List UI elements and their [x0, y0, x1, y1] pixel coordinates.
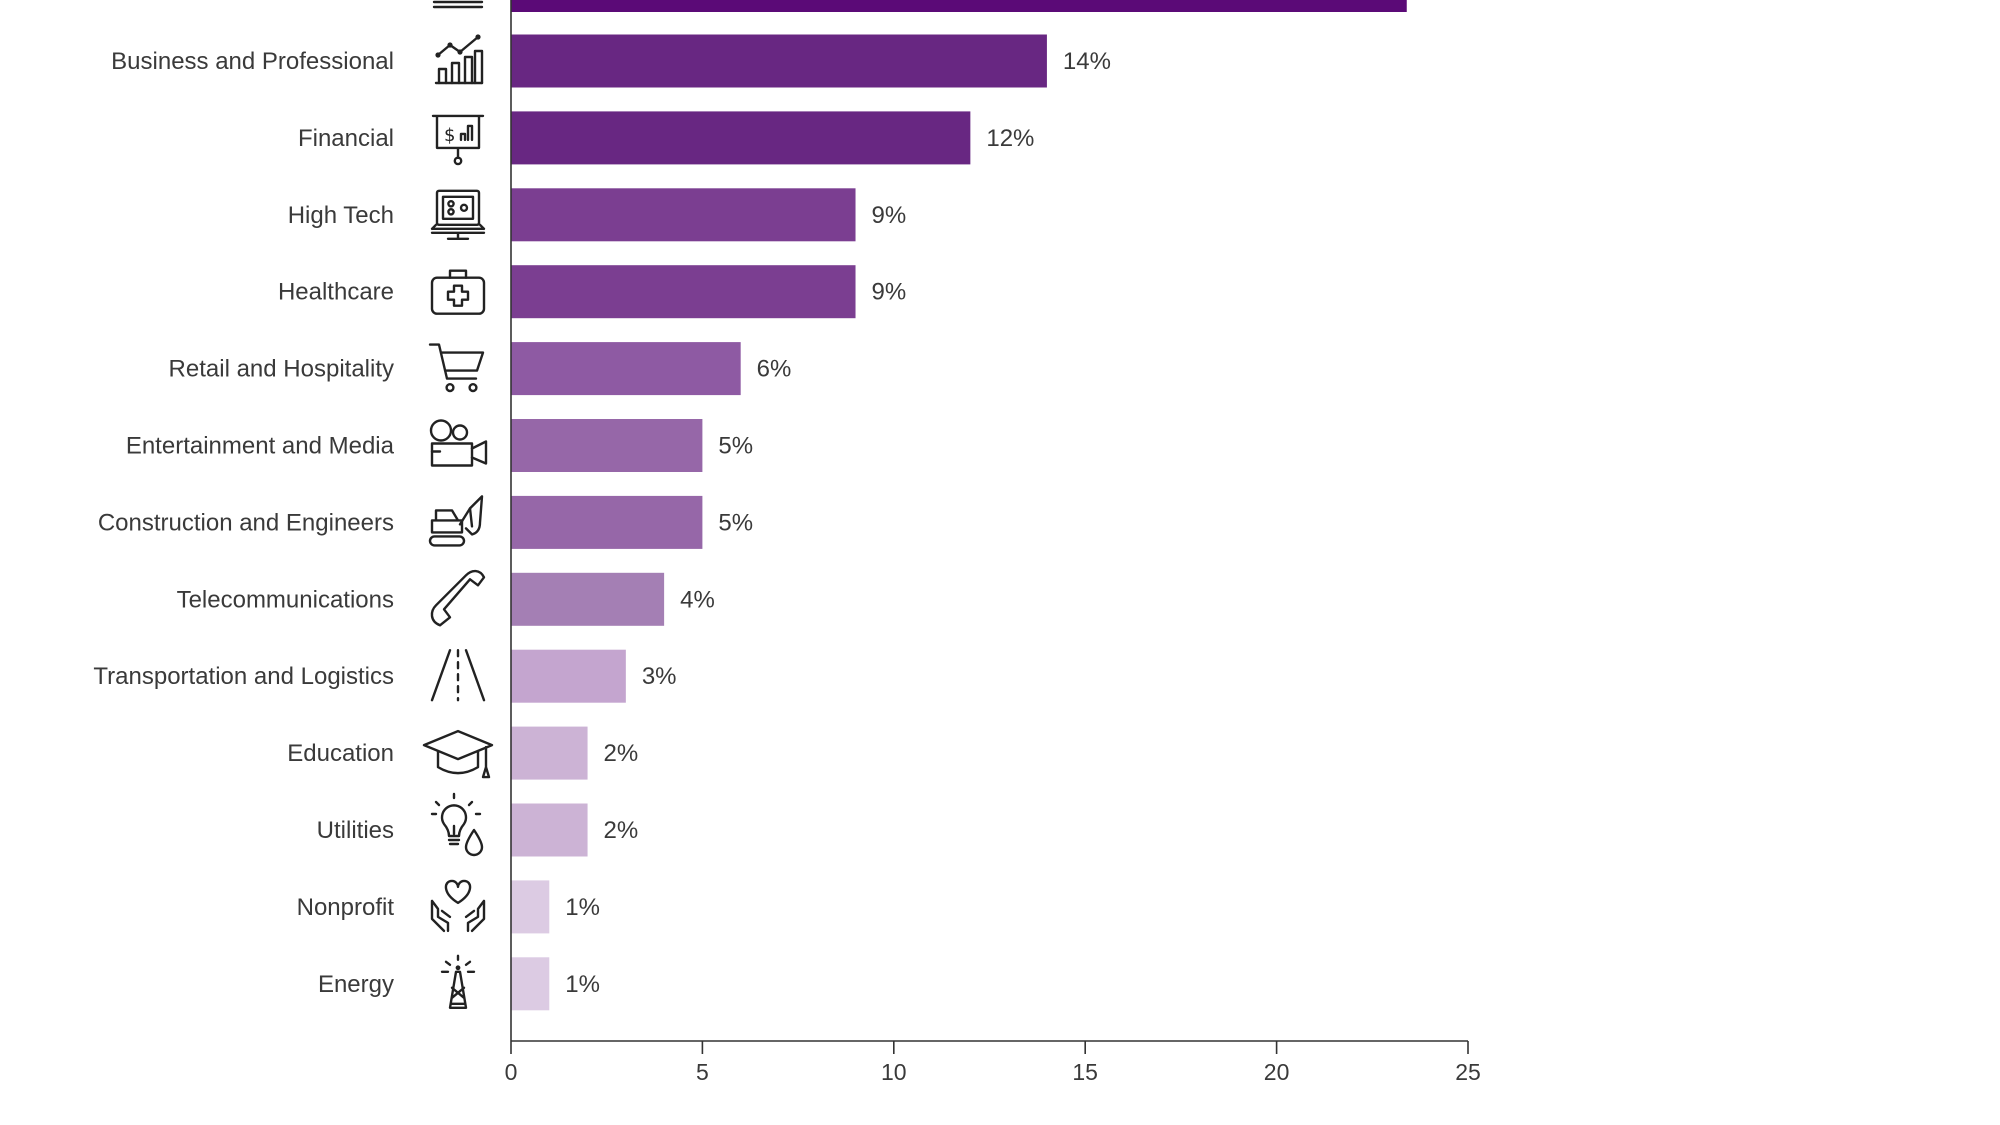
- data-label: 5%: [718, 433, 753, 460]
- category-label: High Tech: [288, 202, 394, 229]
- first-aid-kit-icon: [430, 269, 486, 315]
- presentation-board-icon: $: [431, 114, 485, 166]
- category-label: Telecommunications: [177, 586, 394, 613]
- x-tick-label: 0: [505, 1059, 518, 1085]
- category-label: Financial: [298, 125, 394, 152]
- labels-layer: Business and Professional 14% Financial 12%…: [93, 48, 1111, 998]
- category-label: Nonprofit: [297, 894, 395, 921]
- category-label: Entertainment and Media: [126, 433, 395, 460]
- data-label: 4%: [680, 586, 715, 613]
- bars-layer: [511, 0, 1407, 1011]
- category-label: Education: [287, 740, 394, 767]
- bar-partial-top: [511, 0, 1407, 12]
- data-label: 9%: [872, 279, 907, 306]
- data-label: 1%: [565, 971, 600, 998]
- category-label: Utilities: [317, 817, 394, 844]
- data-label: 2%: [604, 817, 639, 844]
- bar-7: [511, 572, 665, 626]
- category-label: Construction and Engineers: [98, 509, 394, 536]
- category-label: Healthcare: [278, 279, 394, 306]
- data-label: 6%: [757, 356, 792, 383]
- bar-1: [511, 111, 971, 165]
- bar-6: [511, 495, 703, 549]
- svg-text:$: $: [444, 125, 455, 146]
- data-label: 9%: [872, 202, 907, 229]
- bar-0: [511, 34, 1047, 88]
- x-tick-label: 20: [1264, 1059, 1290, 1085]
- x-tick-label: 15: [1072, 1059, 1098, 1085]
- data-label: 2%: [604, 740, 639, 767]
- x-tick-label: 25: [1455, 1059, 1481, 1085]
- hands-heart-icon: [430, 879, 486, 933]
- power-tower-icon: [440, 954, 476, 1009]
- x-tick-label: 10: [881, 1059, 907, 1085]
- bar-3: [511, 265, 856, 319]
- shopping-cart-icon: [428, 343, 485, 393]
- category-label: Energy: [318, 971, 394, 998]
- graduation-cap-icon: [422, 729, 494, 779]
- data-label: 14%: [1063, 48, 1111, 75]
- bar-4: [511, 342, 741, 396]
- partial-icon: [432, 0, 484, 9]
- road-icon: [430, 649, 486, 702]
- category-label: Business and Professional: [111, 48, 394, 75]
- category-label: Transportation and Logistics: [93, 663, 394, 690]
- x-tick-label: 5: [696, 1059, 709, 1085]
- lightbulb-water-drop-icon: [430, 792, 484, 857]
- data-label: 1%: [565, 894, 600, 921]
- bar-10: [511, 803, 588, 857]
- line-chart-icon: [434, 34, 484, 85]
- data-label: 3%: [642, 663, 677, 690]
- category-label: Retail and Hospitality: [169, 356, 394, 383]
- data-label: 5%: [718, 509, 753, 536]
- bar-9: [511, 726, 588, 780]
- bar-8: [511, 649, 626, 703]
- telephone-handset-icon: [430, 569, 486, 627]
- bar-12: [511, 957, 550, 1011]
- bar-11: [511, 880, 550, 934]
- icons-layer: $: [422, 0, 494, 1009]
- video-camera-icon: [429, 419, 488, 467]
- bar-2: [511, 188, 856, 242]
- excavator-icon: [428, 495, 484, 547]
- computer-icon: [430, 189, 486, 241]
- data-label: 12%: [986, 125, 1034, 152]
- x-axis: 0 5 10 15 20 25: [505, 0, 1481, 1085]
- bar-5: [511, 419, 703, 472]
